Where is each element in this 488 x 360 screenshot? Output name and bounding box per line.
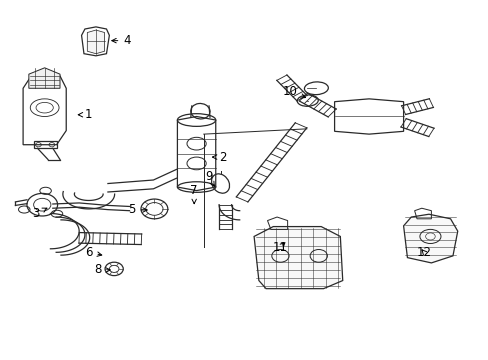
Text: 5: 5 xyxy=(128,203,147,216)
Text: 12: 12 xyxy=(416,246,431,259)
Polygon shape xyxy=(87,30,104,54)
Text: 6: 6 xyxy=(85,246,102,259)
Polygon shape xyxy=(29,68,60,88)
Polygon shape xyxy=(254,226,342,289)
Text: 10: 10 xyxy=(282,85,305,98)
Text: 4: 4 xyxy=(112,34,131,47)
Text: 8: 8 xyxy=(95,264,110,276)
Text: 7: 7 xyxy=(190,184,198,204)
Polygon shape xyxy=(403,214,457,263)
Text: 9: 9 xyxy=(204,170,214,186)
Text: 1: 1 xyxy=(78,108,92,121)
Text: 11: 11 xyxy=(272,240,287,253)
Text: 3: 3 xyxy=(32,207,47,220)
Text: 2: 2 xyxy=(212,150,226,163)
